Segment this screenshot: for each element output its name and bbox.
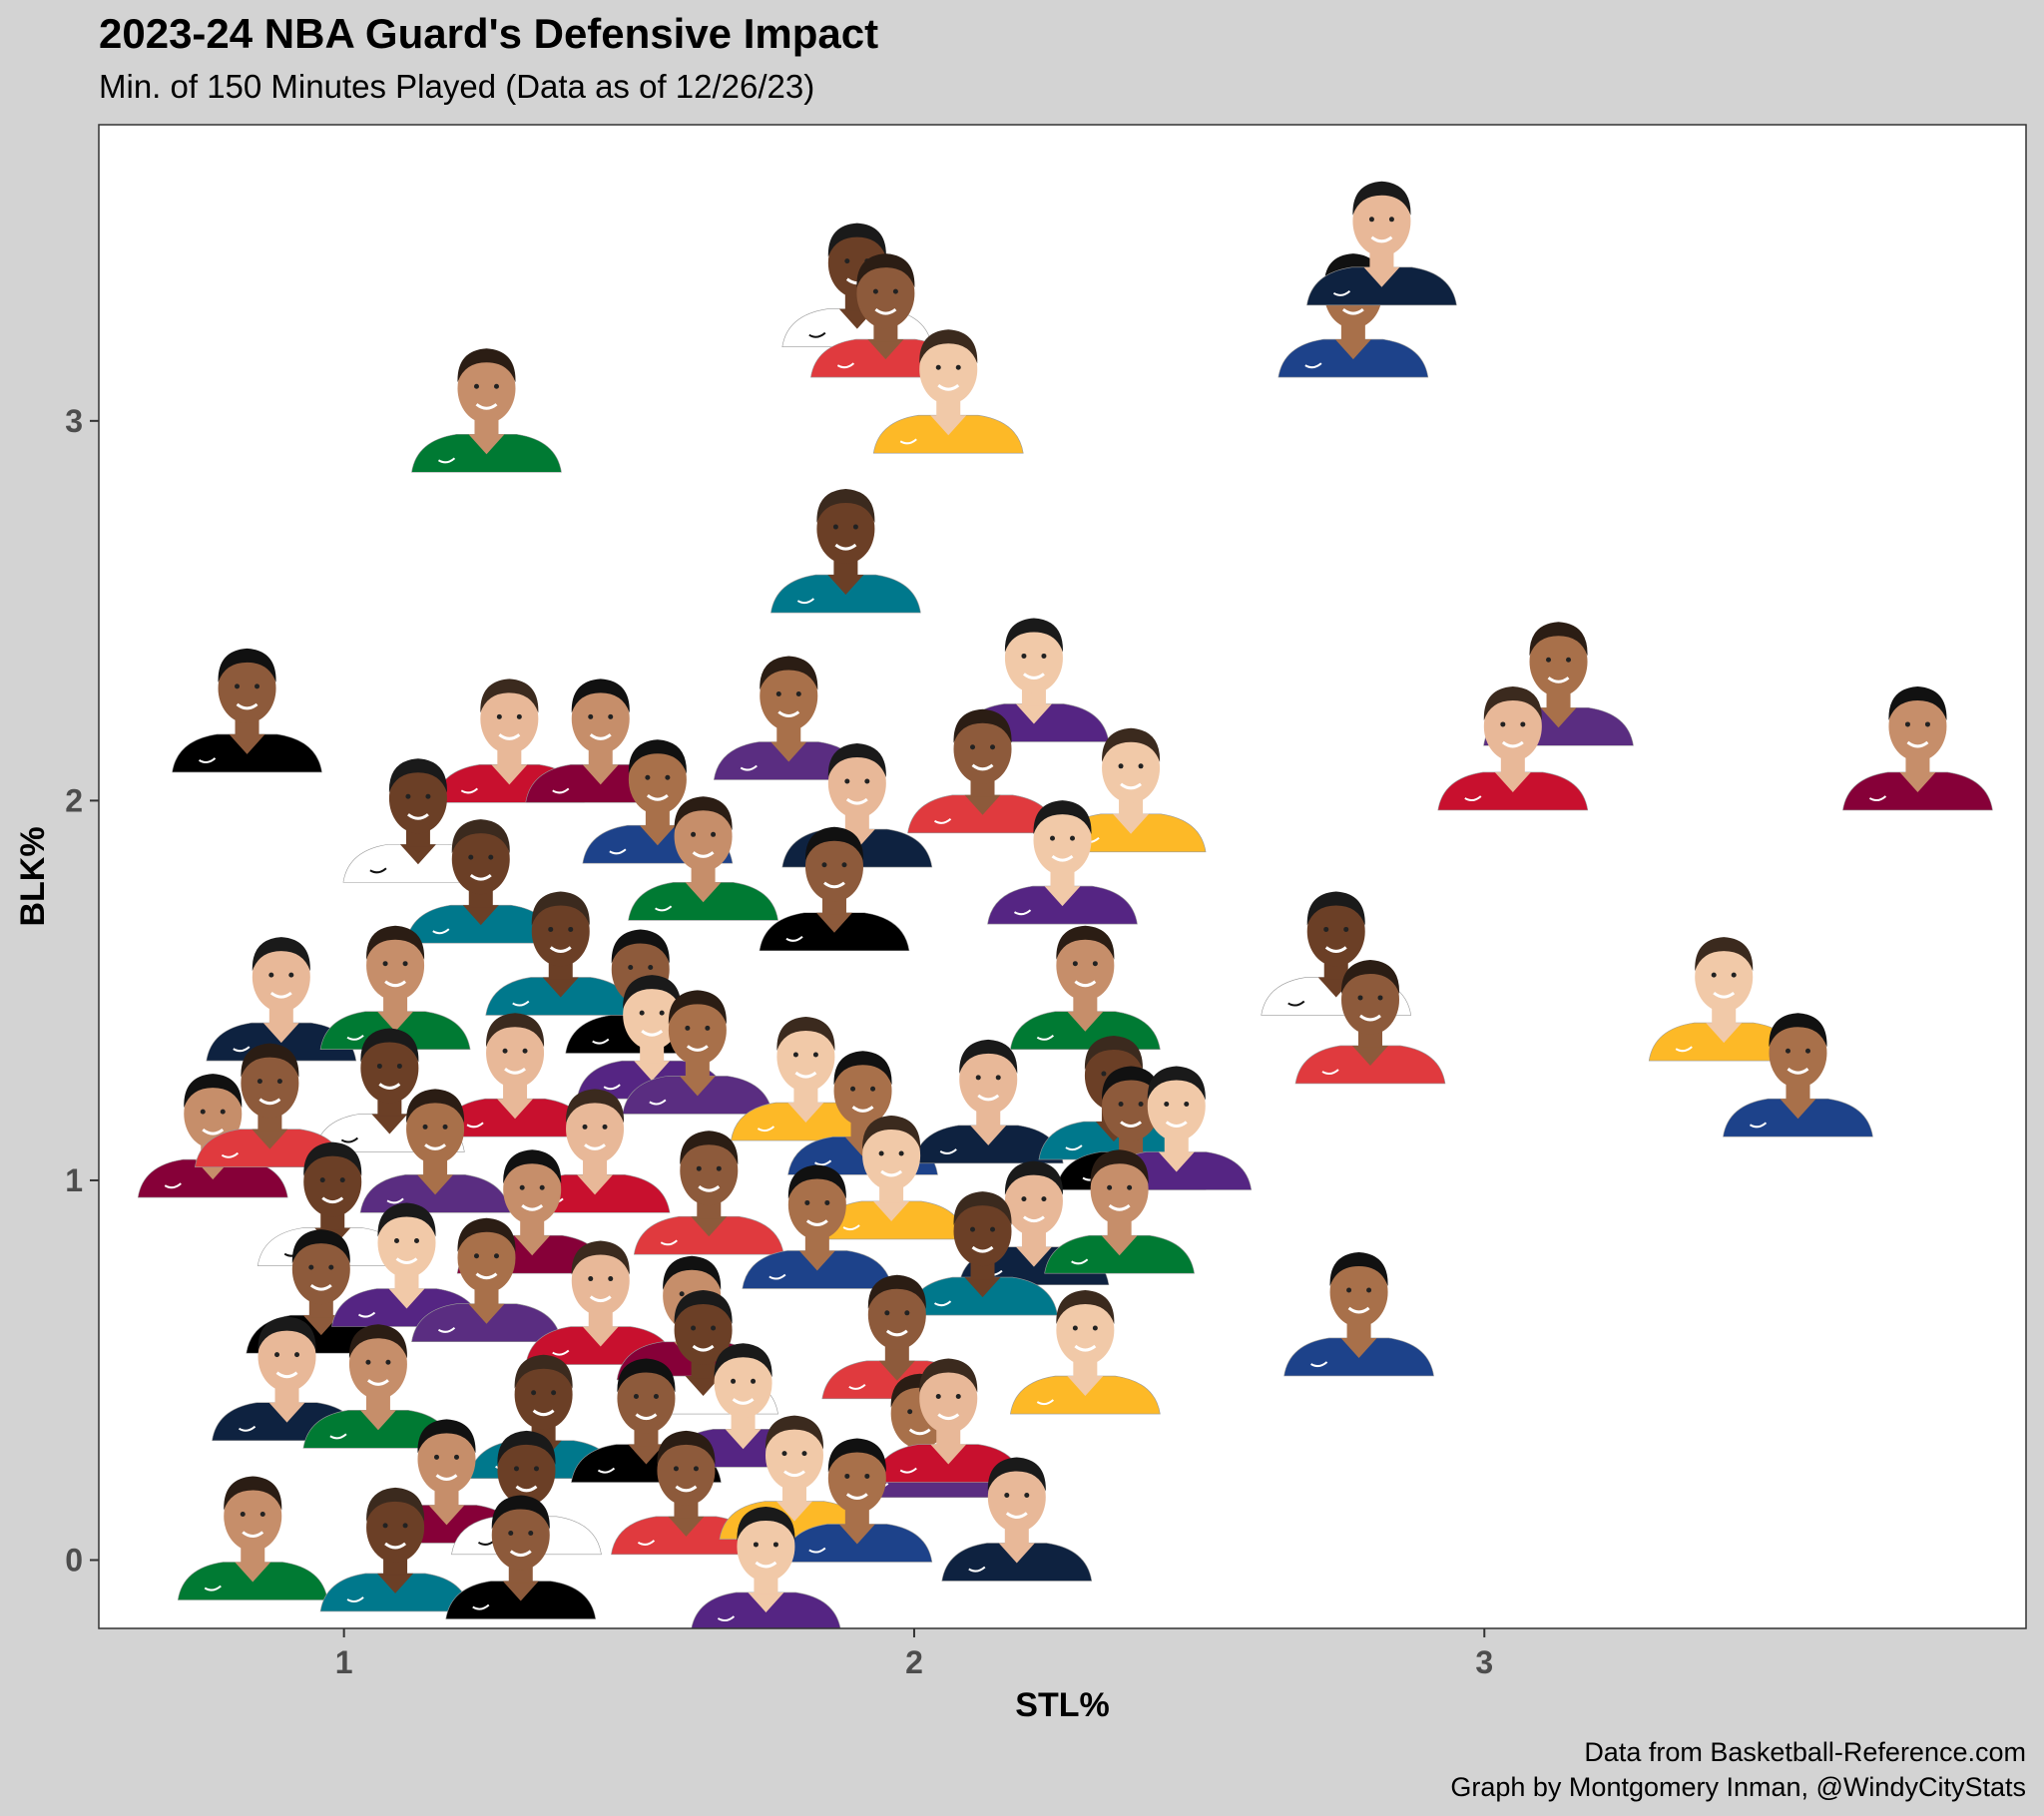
- player-headshot-marker: [691, 1506, 841, 1628]
- player-headshot-marker: [1437, 685, 1589, 811]
- player-headshot-marker: [1294, 959, 1446, 1085]
- x-tick-label: 3: [1475, 1644, 1493, 1680]
- player-headshot-marker: [485, 891, 637, 1016]
- y-axis: 0 1 2 3: [65, 403, 99, 1579]
- player-headshot-marker: [1044, 1149, 1195, 1274]
- player-headshot-marker: [628, 796, 778, 921]
- y-tick-label: 1: [65, 1162, 83, 1198]
- player-headshot-marker: [1842, 685, 1993, 811]
- player-headshot-marker: [411, 348, 562, 473]
- chart-title: 2023-24 NBA Guard's Defensive Impact: [99, 10, 879, 57]
- player-headshot-marker: [1055, 727, 1207, 853]
- player-headshot-marker: [1648, 937, 1799, 1062]
- y-tick-label: 0: [65, 1543, 83, 1579]
- player-headshot-marker: [907, 708, 1058, 834]
- player-headshot-marker: [319, 1487, 471, 1612]
- player-headshot-marker: [172, 648, 322, 773]
- player-headshot-marker: [1306, 181, 1457, 306]
- player-headshot-marker: [611, 1430, 762, 1556]
- player-headshot-marker: [742, 1164, 893, 1289]
- x-tick-label: 2: [905, 1644, 923, 1680]
- player-headshot-marker: [411, 1217, 562, 1343]
- player-headshot-marker: [302, 1324, 454, 1449]
- player-headshot-marker: [633, 1131, 784, 1255]
- caption-source: Data from Basketball-Reference.com: [1584, 1737, 2026, 1767]
- player-headshot-marker: [1723, 1013, 1873, 1137]
- player-headshot-marker: [872, 329, 1024, 454]
- player-headshot-marker: [212, 1316, 362, 1441]
- player-markers: [137, 181, 1993, 1628]
- player-headshot-marker: [1283, 1251, 1434, 1377]
- player-headshot-marker: [622, 990, 773, 1115]
- player-headshot-marker: [907, 1191, 1058, 1316]
- plot-border: [98, 124, 2027, 1629]
- player-headshot-marker: [759, 826, 910, 952]
- player-headshot-marker: [206, 937, 357, 1062]
- player-headshot-marker: [713, 656, 864, 780]
- player-headshot-marker: [359, 1089, 511, 1213]
- x-tick-label: 1: [335, 1644, 353, 1680]
- player-headshot-marker: [815, 1115, 967, 1240]
- chart-subtitle: Min. of 150 Minutes Played (Data as of 1…: [99, 68, 815, 105]
- x-axis: 1 2 3: [335, 1628, 1493, 1680]
- caption-credit: Graph by Montgomery Inman, @WindyCitySta…: [1450, 1772, 2026, 1802]
- y-tick-label: 3: [65, 403, 83, 439]
- y-axis-title: BLK%: [14, 826, 52, 926]
- player-headshot-marker: [439, 1013, 591, 1137]
- player-headshot-marker: [912, 1039, 1064, 1164]
- y-tick-label: 2: [65, 782, 83, 818]
- player-headshot-marker: [781, 1438, 933, 1563]
- player-headshot-marker: [872, 1358, 1024, 1483]
- player-headshot-marker: [137, 1074, 288, 1198]
- player-headshot-marker: [177, 1476, 328, 1600]
- player-headshot-marker: [987, 800, 1138, 925]
- player-headshot-marker: [941, 1457, 1093, 1582]
- player-headshot-marker: [445, 1495, 597, 1619]
- x-axis-title: STL%: [1015, 1686, 1109, 1724]
- player-headshot-marker: [1010, 1290, 1161, 1415]
- player-headshot-marker: [405, 819, 557, 944]
- player-headshot-marker: [770, 489, 921, 614]
